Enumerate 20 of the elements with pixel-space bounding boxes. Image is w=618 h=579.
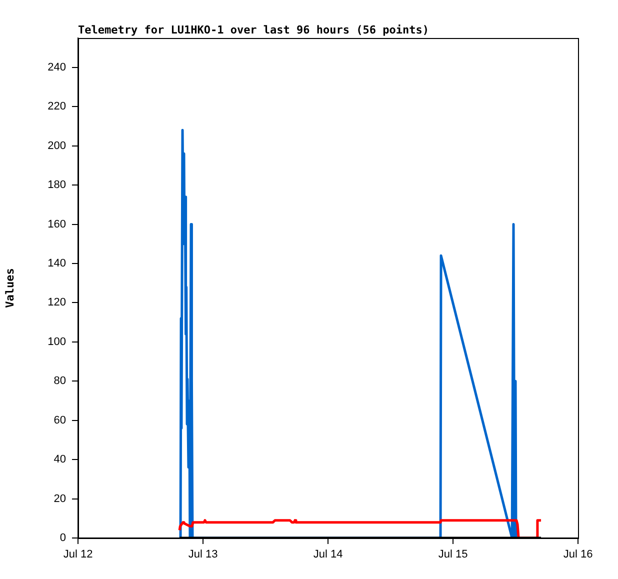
x-tick-label: Jul 14: [313, 548, 343, 561]
y-tick-label: 20: [54, 492, 66, 505]
y-tick-label: 200: [48, 140, 66, 152]
y-tick-label: 0: [60, 532, 66, 544]
y-tick-label: 80: [54, 375, 66, 388]
y-tick-label: 40: [54, 454, 66, 466]
x-tick-label: Jul 16: [563, 548, 593, 561]
y-tick-label: 100: [48, 336, 66, 348]
y-axis-title: Values: [3, 268, 16, 308]
y-tick-label: 60: [54, 414, 66, 426]
chart-title: Telemetry for LU1HKO-1 over last 96 hours (56 points): [78, 23, 429, 36]
y-tick-label: 180: [48, 179, 66, 192]
y-tick-label: 140: [48, 258, 66, 270]
x-tick-label: Jul 12: [63, 548, 93, 561]
x-tick-label: Jul 13: [188, 548, 218, 561]
x-tick-label: Jul 15: [438, 548, 468, 561]
y-tick-label: 160: [48, 218, 66, 230]
y-tick-label: 120: [48, 296, 66, 309]
y-tick-label: 240: [48, 61, 66, 74]
y-tick-label: 220: [48, 100, 66, 113]
